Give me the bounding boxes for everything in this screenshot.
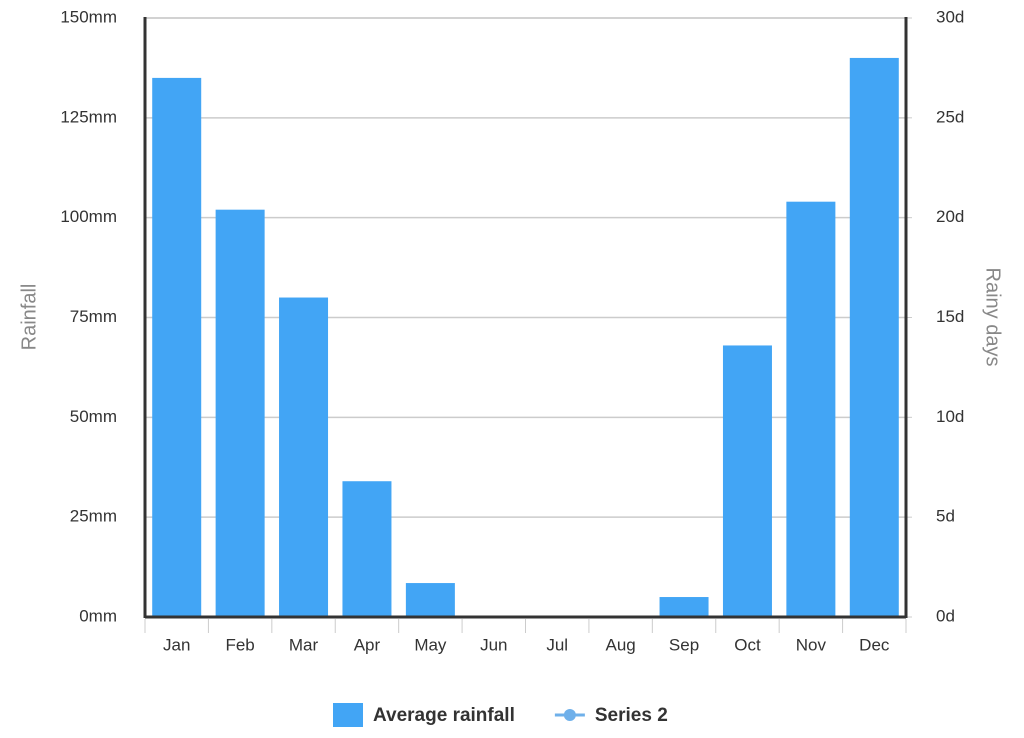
x-tick-label: Feb bbox=[225, 635, 254, 654]
y-tick-label: 0mm bbox=[79, 606, 117, 625]
bar bbox=[722, 345, 772, 617]
bar bbox=[215, 209, 265, 617]
y2-tick-label: 20d bbox=[936, 207, 964, 226]
bar bbox=[342, 481, 392, 617]
x-tick-label: Nov bbox=[796, 635, 827, 654]
y-tick-label: 75mm bbox=[70, 307, 117, 326]
bar bbox=[152, 77, 202, 617]
y-tick-label: 25mm bbox=[70, 507, 117, 526]
y-tick-label: 125mm bbox=[60, 107, 117, 126]
legend-swatch bbox=[333, 703, 363, 727]
y2-tick-label: 5d bbox=[936, 507, 955, 526]
y2-tick-label: 0d bbox=[936, 606, 955, 625]
x-tick-label: May bbox=[414, 635, 447, 654]
y2-tick-label: 15d bbox=[936, 307, 964, 326]
bar bbox=[786, 201, 836, 617]
y2-axis-title: Rainy days bbox=[982, 268, 1004, 367]
bar bbox=[849, 57, 899, 617]
x-tick-label: Mar bbox=[289, 635, 319, 654]
legend-label: Average rainfall bbox=[373, 705, 515, 726]
y2-tick-label: 30d bbox=[936, 7, 964, 26]
x-tick-label: Jan bbox=[163, 635, 190, 654]
x-tick-label: Jul bbox=[546, 635, 568, 654]
x-tick-label: Jun bbox=[480, 635, 507, 654]
legend-label: Series 2 bbox=[595, 705, 668, 726]
x-tick-label: Dec bbox=[859, 635, 890, 654]
y2-tick-label: 10d bbox=[936, 407, 964, 426]
y-tick-label: 100mm bbox=[60, 207, 117, 226]
x-tick-label: Apr bbox=[354, 635, 381, 654]
bar bbox=[405, 583, 455, 617]
bar bbox=[279, 297, 329, 617]
y-tick-label: 150mm bbox=[60, 7, 117, 26]
y-axis-title: Rainfall bbox=[18, 284, 40, 351]
x-tick-label: Aug bbox=[606, 635, 636, 654]
bar bbox=[659, 597, 709, 617]
y2-tick-label: 25d bbox=[936, 107, 964, 126]
y-tick-label: 50mm bbox=[70, 407, 117, 426]
x-tick-label: Oct bbox=[734, 635, 761, 654]
legend-swatch bbox=[563, 709, 576, 721]
x-tick-label: Sep bbox=[669, 635, 699, 654]
